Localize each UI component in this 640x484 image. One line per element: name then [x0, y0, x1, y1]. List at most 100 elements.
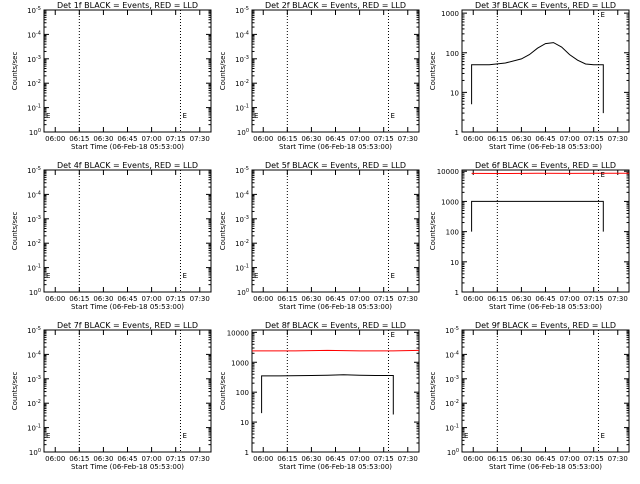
panel-title: Det 4f BLACK = Events, RED = LLD [57, 161, 198, 170]
x-tick-label: 06:30 [301, 295, 321, 303]
x-axis-label: Start Time (06-Feb-18 05:53:00) [71, 463, 184, 471]
x-tick-label: 06:00 [253, 135, 273, 143]
y-tick-label: 10-4 [235, 190, 249, 199]
y-tick-label: 1000 [441, 10, 459, 18]
x-tick-label: 07:30 [190, 455, 210, 463]
x-tick-label: 06:45 [325, 135, 345, 143]
x-tick-label: 07:30 [190, 135, 210, 143]
x-tick-label: 07:15 [584, 295, 604, 303]
event-marker: E [182, 432, 186, 440]
event-marker: E [464, 432, 468, 440]
x-tick-label: 06:30 [301, 135, 321, 143]
event-marker: E [390, 272, 394, 280]
x-tick-label: 07:00 [559, 135, 579, 143]
x-tick-label: 07:15 [374, 295, 394, 303]
y-tick-label: 10-1 [27, 104, 41, 113]
y-tick-label: 10-3 [235, 215, 249, 224]
y-tick-label: 100 [447, 448, 459, 457]
y-tick-label: 100 [237, 128, 249, 137]
x-axis-label: Start Time (06-Feb-18 05:53:00) [71, 303, 184, 311]
x-tick-label: 07:30 [608, 295, 628, 303]
event-marker: E [254, 272, 258, 280]
plot-frame [252, 330, 419, 452]
y-tick-label: 10-1 [235, 264, 249, 273]
x-tick-label: 07:30 [608, 455, 628, 463]
x-tick-label: 06:30 [511, 295, 531, 303]
y-axis-label: Counts/sec [219, 372, 227, 411]
y-axis-label: Counts/sec [429, 372, 437, 411]
y-axis-label: Counts/sec [429, 212, 437, 251]
x-tick-label: 06:45 [325, 295, 345, 303]
y-tick-label: 10-2 [27, 79, 41, 88]
panel-det8f: Det 8f BLACK = Events, RED = LLD11010010… [219, 321, 419, 471]
y-tick-label: 10-4 [27, 190, 41, 199]
y-tick-label: 100 [237, 288, 249, 297]
panel-det6f: Det 6f BLACK = Events, RED = LLD11010010… [429, 161, 629, 311]
series-events [472, 201, 604, 231]
x-tick-label: 07:30 [190, 295, 210, 303]
x-tick-label: 07:15 [584, 455, 604, 463]
event-marker: E [46, 432, 50, 440]
x-tick-label: 07:00 [349, 455, 369, 463]
x-tick-label: 06:45 [535, 455, 555, 463]
event-marker: E [182, 272, 186, 280]
y-tick-label: 10-5 [27, 326, 41, 335]
x-tick-label: 06:30 [301, 455, 321, 463]
x-tick-label: 07:00 [141, 135, 161, 143]
x-tick-label: 07:15 [166, 455, 186, 463]
x-tick-label: 07:15 [584, 135, 604, 143]
plot-frame [462, 10, 629, 132]
x-tick-label: 06:00 [463, 135, 483, 143]
y-tick-label: 10-5 [27, 166, 41, 175]
x-axis-label: Start Time (06-Feb-18 05:53:00) [279, 463, 392, 471]
y-tick-label: 10000 [437, 168, 459, 176]
y-tick-label: 10-4 [27, 350, 41, 359]
x-tick-label: 06:45 [117, 135, 137, 143]
y-tick-label: 10-4 [27, 30, 41, 39]
y-tick-label: 100 [29, 128, 41, 137]
y-tick-label: 1 [455, 289, 459, 297]
x-tick-label: 07:30 [398, 455, 418, 463]
x-axis-label: Start Time (06-Feb-18 05:53:00) [489, 463, 602, 471]
series-lld [252, 350, 419, 351]
y-tick-label: 10-3 [235, 55, 249, 64]
x-tick-label: 07:30 [398, 295, 418, 303]
x-tick-label: 07:00 [349, 295, 369, 303]
x-tick-label: 06:45 [535, 295, 555, 303]
x-tick-label: 06:00 [463, 455, 483, 463]
y-tick-label: 10 [450, 89, 459, 97]
event-marker: E [600, 11, 604, 19]
x-tick-label: 07:15 [374, 455, 394, 463]
x-tick-label: 07:15 [374, 135, 394, 143]
x-tick-label: 06:00 [45, 455, 65, 463]
y-tick-label: 10-3 [27, 55, 41, 64]
y-axis-label: Counts/sec [219, 52, 227, 91]
y-tick-label: 10-3 [27, 375, 41, 384]
y-axis-label: Counts/sec [11, 52, 19, 91]
y-axis-label: Counts/sec [429, 52, 437, 91]
series-events [262, 375, 394, 415]
x-axis-label: Start Time (06-Feb-18 05:53:00) [71, 143, 184, 151]
x-axis-label: Start Time (06-Feb-18 05:53:00) [279, 303, 392, 311]
x-tick-label: 06:00 [45, 295, 65, 303]
x-tick-label: 06:30 [93, 295, 113, 303]
panel-det9f: Det 9f BLACK = Events, RED = LLD10010-11… [429, 321, 629, 471]
y-tick-label: 10-4 [445, 350, 459, 359]
event-marker: E [390, 112, 394, 120]
x-tick-label: 07:00 [141, 455, 161, 463]
y-axis-label: Counts/sec [11, 212, 19, 251]
y-tick-label: 10-3 [27, 215, 41, 224]
event-marker: E [46, 112, 50, 120]
y-tick-label: 10-5 [27, 6, 41, 15]
y-tick-label: 10-2 [27, 239, 41, 248]
event-marker: E [600, 432, 604, 440]
panel-title: Det 7f BLACK = Events, RED = LLD [57, 321, 198, 330]
y-tick-label: 100 [29, 448, 41, 457]
panel-title: Det 5f BLACK = Events, RED = LLD [265, 161, 406, 170]
x-tick-label: 06:15 [487, 295, 507, 303]
y-tick-label: 10 [450, 259, 459, 267]
y-tick-label: 10-5 [235, 166, 249, 175]
y-tick-label: 10-2 [27, 399, 41, 408]
panel-title: Det 1f BLACK = Events, RED = LLD [57, 1, 198, 10]
x-tick-label: 07:30 [608, 135, 628, 143]
